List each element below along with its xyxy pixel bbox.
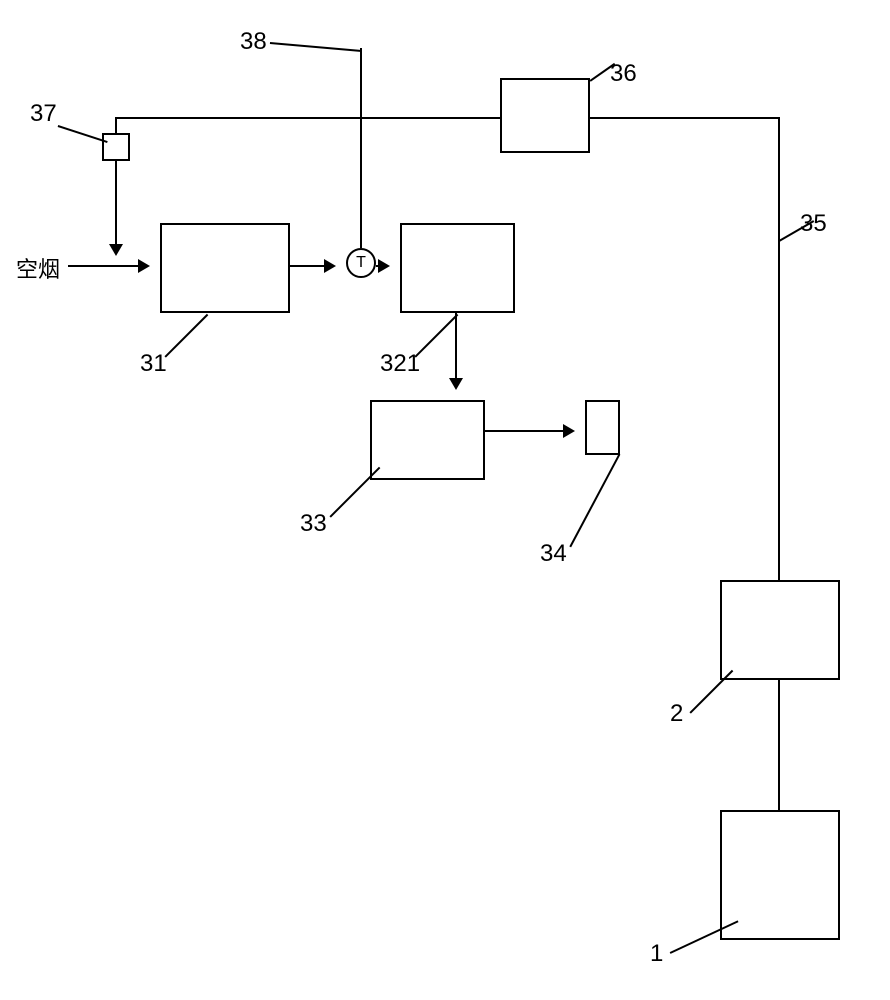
node-321 <box>400 223 515 313</box>
edge-input-to-31 <box>68 265 148 267</box>
edge-31-to-circle <box>290 265 334 267</box>
label-1: 1 <box>650 940 663 968</box>
leader-2 <box>689 670 732 713</box>
node-31 <box>160 223 290 313</box>
label-38: 38 <box>240 28 267 56</box>
label-34: 34 <box>540 540 567 568</box>
edge-37-down <box>115 161 117 254</box>
edge-circle-to-321 <box>376 265 388 267</box>
node-38-circle: T <box>346 248 376 278</box>
leader-38 <box>270 42 362 52</box>
edge-36-right <box>590 117 780 119</box>
edge-321-to-33 <box>455 313 457 388</box>
edge-33-to-34 <box>485 430 573 432</box>
circle-text: T <box>356 254 366 272</box>
input-label: 空烟 <box>16 252 60 284</box>
edge-35-vertical <box>778 117 780 580</box>
edge-2-to-1 <box>778 680 780 810</box>
label-321: 321 <box>380 350 420 378</box>
leader-34 <box>569 454 620 547</box>
node-34 <box>585 400 620 455</box>
label-2: 2 <box>670 700 683 728</box>
edge-37-stub <box>115 117 117 133</box>
leader-33 <box>329 467 380 518</box>
leader-321 <box>414 314 457 357</box>
edge-38-leader-up <box>360 48 362 248</box>
node-36 <box>500 78 590 153</box>
node-2 <box>720 580 840 680</box>
leader-31 <box>164 314 207 357</box>
label-31: 31 <box>140 350 167 378</box>
label-37: 37 <box>30 100 57 128</box>
leader-37 <box>58 125 108 142</box>
label-33: 33 <box>300 510 327 538</box>
edge-top-horizontal <box>115 117 500 119</box>
node-37 <box>102 133 130 161</box>
node-33 <box>370 400 485 480</box>
